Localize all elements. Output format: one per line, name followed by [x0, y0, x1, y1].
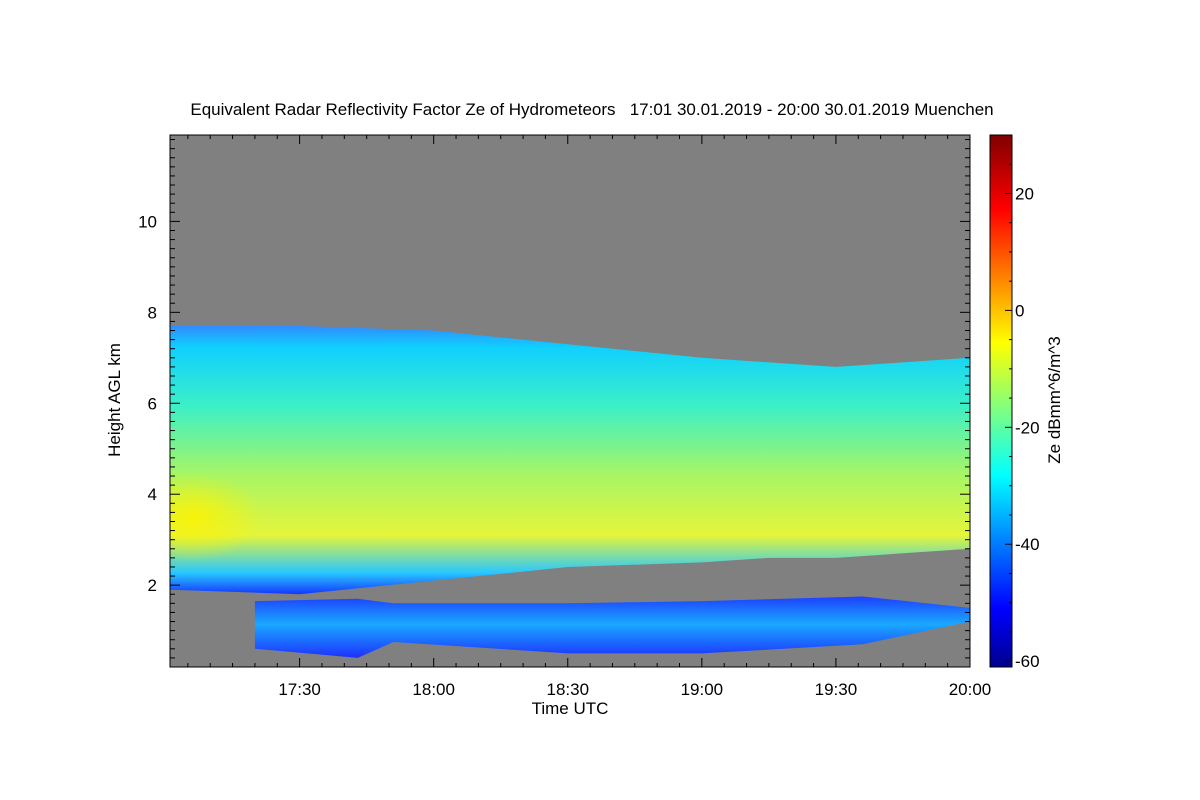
upper-cloud-layer	[170, 326, 970, 595]
plot-frame	[169, 134, 971, 668]
plot-area	[170, 135, 970, 667]
x-tick-label: 19:30	[815, 680, 858, 699]
y-tick-label: 4	[148, 485, 157, 504]
colorbar-tick-label: 0	[1015, 301, 1024, 320]
y-tick-label: 8	[148, 303, 157, 322]
chart-title: Equivalent Radar Reflectivity Factor Ze …	[190, 100, 993, 119]
x-tick-label: 18:30	[546, 680, 589, 699]
lower-cloud-layer	[254, 596, 970, 658]
x-tick-label: 20:00	[949, 680, 992, 699]
x-axis: 17:30 18:00 18:30 19:00 19:30 20:00	[187, 135, 992, 699]
x-axis-label: Time UTC	[532, 699, 609, 718]
colorbar: 20 0 -20 -40 -60 Ze dBmm^6/m^3	[989, 134, 1064, 671]
cloud-layers	[170, 326, 970, 658]
x-tick-label: 18:00	[412, 680, 455, 699]
colorbar-tick-label: -40	[1015, 535, 1040, 554]
x-tick-label: 19:00	[681, 680, 724, 699]
colorbar-ticks: 20 0 -20 -40 -60	[1005, 134, 1040, 671]
colorbar-gradient	[989, 134, 1013, 668]
y-tick-label: 6	[148, 394, 157, 413]
reflectivity-core	[170, 471, 263, 562]
y-axis: 2 4 6 8 10	[138, 139, 970, 659]
colorbar-tick-label: -60	[1015, 652, 1040, 671]
y-tick-label: 2	[148, 576, 157, 595]
y-axis-label: Height AGL km	[105, 343, 124, 457]
y-tick-label: 10	[138, 212, 157, 231]
colorbar-label: Ze dBmm^6/m^3	[1045, 336, 1064, 463]
colorbar-tick-label: -20	[1015, 418, 1040, 437]
colorbar-tick-label: 20	[1015, 184, 1034, 203]
x-tick-label: 17:30	[278, 680, 321, 699]
